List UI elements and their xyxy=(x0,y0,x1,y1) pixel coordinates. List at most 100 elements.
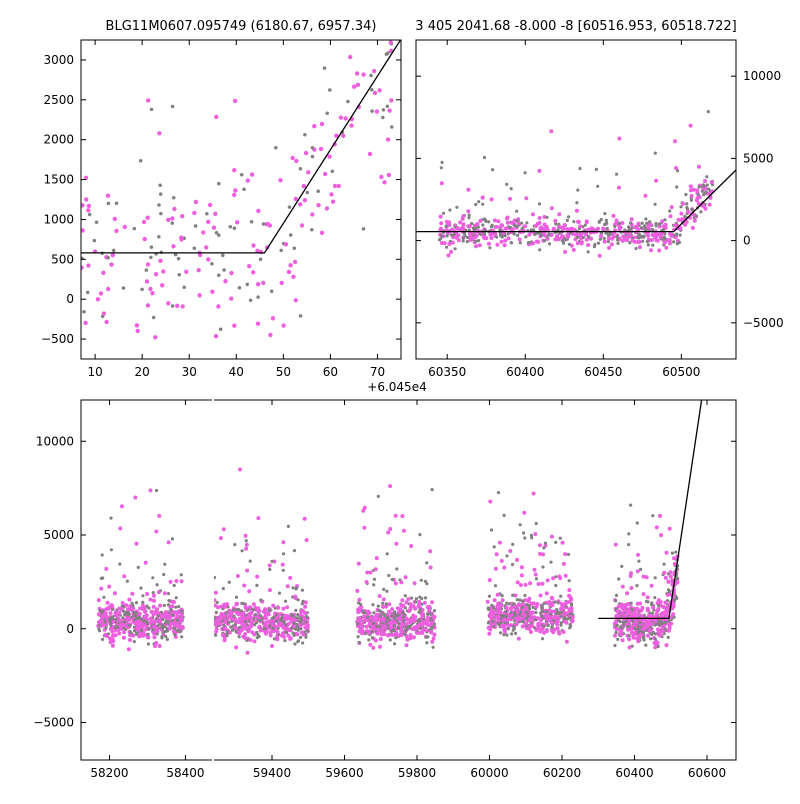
data-point-magenta xyxy=(449,249,454,254)
data-point-gray xyxy=(376,604,380,608)
data-point-magenta xyxy=(589,226,594,231)
data-point-gray xyxy=(543,239,547,243)
data-point-magenta xyxy=(564,620,569,625)
data-point-magenta xyxy=(669,621,674,626)
data-point-magenta xyxy=(660,611,665,616)
data-point-gray xyxy=(243,620,248,624)
data-point-magenta xyxy=(281,624,286,629)
data-point-gray xyxy=(445,234,449,238)
data-point-gray xyxy=(417,618,421,622)
data-point-magenta xyxy=(267,588,272,593)
data-point-magenta xyxy=(98,291,104,296)
data-point-magenta xyxy=(245,178,250,183)
data-point-gray xyxy=(653,576,657,580)
data-point-magenta xyxy=(388,484,393,489)
data-point-magenta xyxy=(538,593,543,598)
data-point-gray xyxy=(170,221,175,225)
data-point-magenta xyxy=(660,219,665,224)
data-point-gray xyxy=(144,268,149,272)
data-point-magenta xyxy=(266,612,271,617)
data-point-gray xyxy=(205,212,209,216)
data-point-magenta xyxy=(502,618,507,622)
data-point-magenta xyxy=(438,214,443,219)
data-point-magenta xyxy=(487,631,492,636)
data-point-magenta xyxy=(154,529,159,534)
data-point-magenta xyxy=(627,609,632,614)
data-point-magenta xyxy=(153,335,158,340)
data-point-gray xyxy=(630,607,634,612)
data-point-magenta xyxy=(255,321,261,326)
data-point-gray xyxy=(604,221,609,225)
data-point-gray xyxy=(128,624,132,628)
data-point-magenta xyxy=(494,552,499,557)
data-point-magenta xyxy=(524,196,529,201)
data-point-magenta xyxy=(620,611,625,616)
data-point-magenta xyxy=(145,262,151,267)
data-point-gray xyxy=(180,609,184,613)
data-point-magenta xyxy=(691,187,696,192)
data-point-magenta xyxy=(499,623,504,628)
data-point-magenta xyxy=(368,570,373,575)
data-point-magenta xyxy=(318,146,324,152)
data-point-magenta xyxy=(539,618,543,622)
data-point-magenta xyxy=(247,589,252,594)
data-point-magenta xyxy=(563,249,568,254)
data-point-magenta xyxy=(688,184,693,189)
data-point-magenta xyxy=(267,563,272,568)
data-point-magenta xyxy=(236,612,241,617)
data-point-magenta xyxy=(538,551,543,556)
data-point-magenta xyxy=(638,601,643,606)
data-point-magenta xyxy=(120,504,124,509)
data-point-magenta xyxy=(286,269,292,275)
data-point-magenta xyxy=(323,171,328,177)
data-point-gray xyxy=(370,88,374,92)
data-point-gray xyxy=(234,595,239,599)
y-tick-label: 2500 xyxy=(43,93,74,107)
data-point-magenta xyxy=(288,263,293,268)
data-point-magenta xyxy=(373,638,378,643)
data-point-gray xyxy=(257,634,261,639)
data-point-magenta xyxy=(222,638,227,643)
data-point-magenta xyxy=(293,298,298,303)
data-point-magenta xyxy=(515,557,520,562)
data-point-gray xyxy=(635,521,639,525)
data-point-magenta xyxy=(461,222,466,227)
data-point-gray xyxy=(420,596,424,601)
data-point-gray xyxy=(668,209,672,213)
data-point-gray xyxy=(545,215,549,219)
data-point-magenta xyxy=(382,632,387,637)
data-point-gray xyxy=(651,514,655,518)
data-point-gray xyxy=(151,315,156,320)
data-point-gray xyxy=(477,239,481,243)
data-point-gray xyxy=(491,606,495,610)
data-point-magenta xyxy=(281,323,286,328)
data-point-magenta xyxy=(480,195,485,200)
data-point-magenta xyxy=(651,605,656,610)
data-point-gray xyxy=(495,235,499,239)
x-tick-label: 60200 xyxy=(543,766,581,780)
data-point-magenta xyxy=(442,241,447,246)
data-point-magenta xyxy=(703,206,708,211)
data-point-magenta xyxy=(180,214,185,219)
data-point-magenta xyxy=(529,601,534,606)
data-point-magenta xyxy=(551,609,556,614)
data-point-gray xyxy=(616,238,620,242)
data-point-gray xyxy=(462,231,467,235)
data-point-gray xyxy=(592,244,597,249)
data-point-magenta xyxy=(625,591,630,596)
data-point-magenta xyxy=(469,236,474,241)
data-point-gray xyxy=(525,221,529,225)
data-point-gray xyxy=(522,531,526,535)
data-point-magenta xyxy=(276,615,280,620)
data-point-magenta xyxy=(133,495,138,500)
data-point-gray xyxy=(217,233,221,237)
data-point-gray xyxy=(87,212,92,217)
data-point-gray xyxy=(534,521,538,526)
data-point-magenta xyxy=(241,616,246,621)
data-point-magenta xyxy=(245,650,250,655)
data-point-magenta xyxy=(400,598,405,603)
data-point-magenta xyxy=(576,220,581,224)
data-point-magenta xyxy=(492,218,497,223)
data-point-gray xyxy=(498,228,502,232)
data-point-gray xyxy=(382,612,386,616)
